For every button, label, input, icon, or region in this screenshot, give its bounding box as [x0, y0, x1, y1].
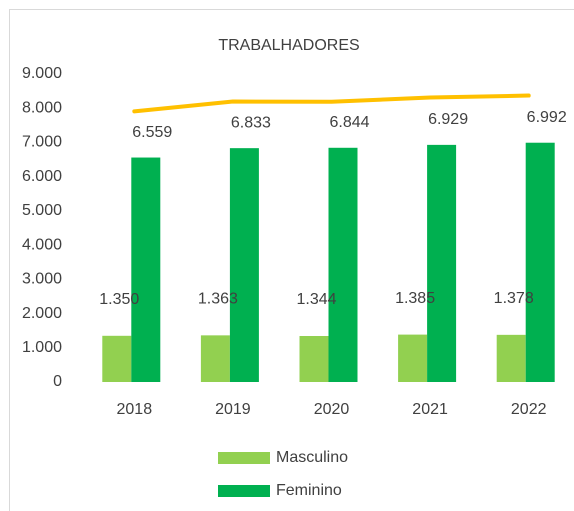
- y-tick-label: 4.000: [22, 236, 62, 253]
- data-label: 1.378: [494, 290, 534, 307]
- data-label: 6.559: [132, 124, 172, 141]
- chart-frame: [9, 9, 574, 511]
- y-tick-label: 6.000: [22, 168, 62, 185]
- x-tick-label: 2021: [412, 401, 448, 418]
- legend-swatch: [218, 485, 270, 497]
- bar: [299, 336, 329, 382]
- x-tick-label: 2020: [314, 401, 350, 418]
- x-tick-label: 2019: [215, 401, 251, 418]
- bar: [496, 334, 526, 382]
- bar: [131, 157, 161, 382]
- legend-label: Feminino: [276, 482, 342, 499]
- y-tick-label: 8.000: [22, 99, 62, 116]
- bar: [229, 148, 259, 382]
- bar: [200, 335, 230, 382]
- legend-swatch: [218, 452, 270, 464]
- y-tick-label: 9.000: [22, 65, 62, 82]
- x-tick-label: 2022: [511, 401, 547, 418]
- data-label: 6.929: [428, 111, 468, 128]
- y-tick-label: 1.000: [22, 339, 62, 356]
- bar: [398, 334, 428, 382]
- bar: [427, 144, 457, 382]
- y-tick-label: 2.000: [22, 305, 62, 322]
- chart-title: TRABALHADORES: [218, 37, 359, 54]
- bar: [102, 335, 132, 382]
- bar: [525, 142, 555, 382]
- data-label: 1.363: [198, 291, 238, 308]
- y-tick-label: 3.000: [22, 271, 62, 288]
- data-label: 1.385: [395, 290, 435, 307]
- data-label: 6.833: [231, 114, 271, 131]
- data-label: 6.992: [527, 109, 567, 126]
- bar: [328, 147, 358, 382]
- y-tick-label: 7.000: [22, 134, 62, 151]
- x-tick-label: 2018: [117, 401, 153, 418]
- data-label: 1.344: [296, 291, 336, 308]
- legend-label: Masculino: [276, 449, 348, 466]
- data-label: 1.350: [99, 291, 139, 308]
- line: [132, 93, 531, 114]
- y-tick-label: 5.000: [22, 202, 62, 219]
- data-label: 6.844: [329, 114, 369, 131]
- y-tick-label: 0: [53, 373, 62, 390]
